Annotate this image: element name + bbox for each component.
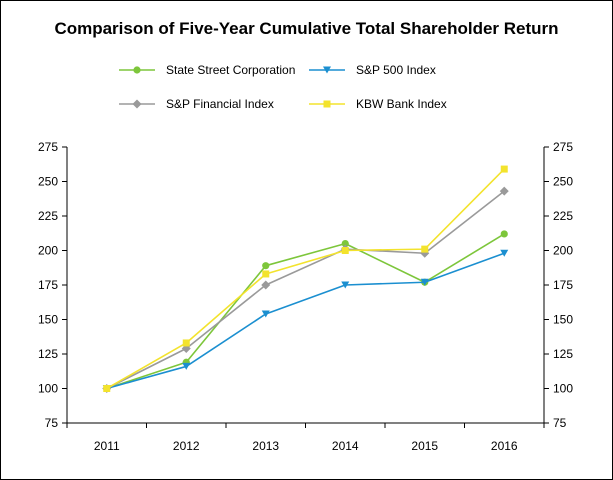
data-point <box>500 165 508 173</box>
y-tick-label-left: 100 <box>38 382 58 396</box>
y-tick-label-left: 225 <box>38 209 58 223</box>
y-tick-label-right: 250 <box>553 175 573 189</box>
y-tick-label-left: 125 <box>38 347 58 361</box>
legend-label: KBW Bank Index <box>356 97 447 111</box>
y-tick-label-right: 125 <box>553 347 573 361</box>
y-tick-label-right: 175 <box>553 278 573 292</box>
x-tick-label: 2014 <box>332 439 359 453</box>
y-tick-label-right: 225 <box>553 209 573 223</box>
data-point <box>500 230 508 238</box>
data-point <box>341 281 350 289</box>
y-tick-label-left: 250 <box>38 175 58 189</box>
legend-label: S&P 500 Index <box>356 63 436 77</box>
x-tick-label: 2013 <box>252 439 279 453</box>
series-line <box>106 190 505 390</box>
x-tick-label: 2012 <box>173 439 200 453</box>
data-point <box>421 245 429 253</box>
data-point <box>341 240 349 248</box>
x-tick-label: 2011 <box>94 439 120 453</box>
y-tick-label-left: 175 <box>38 278 58 292</box>
legend-label: State Street Corporation <box>166 63 295 77</box>
series-line <box>106 252 505 390</box>
data-point <box>182 339 190 347</box>
legend-swatch-marker <box>323 100 331 108</box>
data-point <box>261 280 271 290</box>
axes: 75 75 100 100 125 125 150 150 175 175 200 200 225 225… <box>38 140 573 453</box>
y-tick-label-right: 200 <box>553 244 573 258</box>
data-point <box>499 186 509 196</box>
data-point <box>262 262 270 270</box>
data-point <box>261 310 270 318</box>
y-tick-label-right: 275 <box>553 140 573 154</box>
legend-label: S&P Financial Index <box>166 97 274 111</box>
legend-swatch-marker <box>323 66 331 74</box>
legend-swatch-marker <box>132 99 142 109</box>
series-line <box>106 233 505 390</box>
data-point <box>341 247 349 254</box>
x-tick-label: 2016 <box>491 439 518 453</box>
data-point <box>182 362 191 370</box>
series-layer <box>102 165 509 393</box>
y-tick-label-right: 75 <box>553 416 567 430</box>
data-point <box>500 249 509 257</box>
y-tick-label-left: 200 <box>38 244 58 258</box>
y-tick-label-right: 150 <box>553 313 573 327</box>
chart-title: Comparison of Five-Year Cumulative Total… <box>54 19 559 38</box>
x-tick-label: 2015 <box>411 439 438 453</box>
legend: State Street Corporation S&P 500 Index S&P… <box>119 63 447 111</box>
series-line <box>106 168 505 390</box>
y-tick-label-left: 75 <box>45 416 59 430</box>
data-point <box>103 385 111 392</box>
legend-swatch-marker <box>133 66 141 74</box>
data-point <box>262 270 270 278</box>
y-tick-label-left: 275 <box>38 140 58 154</box>
y-tick-label-right: 100 <box>553 382 573 396</box>
y-tick-label-left: 150 <box>38 313 58 327</box>
data-point <box>420 278 429 286</box>
